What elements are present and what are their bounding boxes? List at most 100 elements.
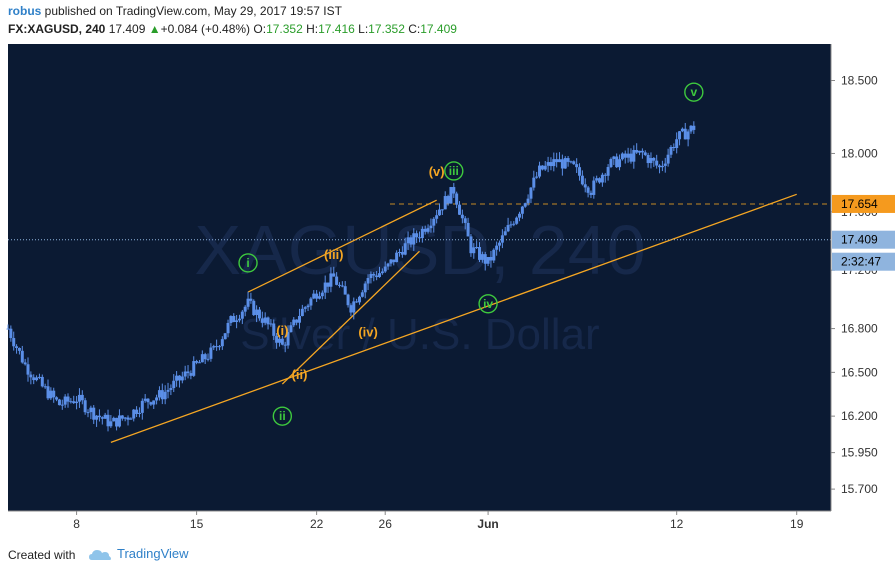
- candle[interactable]: [57, 399, 61, 406]
- candle[interactable]: [232, 316, 236, 322]
- candle[interactable]: [652, 158, 656, 161]
- candle[interactable]: [395, 252, 399, 263]
- candle[interactable]: [75, 401, 79, 404]
- candle[interactable]: [435, 215, 439, 219]
- candle[interactable]: [200, 354, 204, 363]
- candle[interactable]: [177, 375, 181, 381]
- candle[interactable]: [335, 276, 339, 285]
- candle[interactable]: [380, 271, 384, 274]
- candle[interactable]: [620, 153, 624, 160]
- candle[interactable]: [632, 149, 636, 162]
- candle[interactable]: [643, 152, 647, 155]
- candle[interactable]: [392, 259, 396, 263]
- candle[interactable]: [412, 233, 416, 245]
- candle[interactable]: [449, 187, 453, 204]
- candle[interactable]: [520, 206, 524, 214]
- candle[interactable]: [120, 415, 124, 419]
- candle[interactable]: [12, 338, 16, 347]
- candle[interactable]: [220, 339, 224, 347]
- candle[interactable]: [37, 376, 41, 378]
- candle[interactable]: [49, 390, 53, 399]
- candle[interactable]: [572, 161, 576, 165]
- candle[interactable]: [400, 252, 404, 255]
- candle[interactable]: [466, 222, 470, 237]
- candle[interactable]: [72, 401, 76, 404]
- candle[interactable]: [612, 156, 616, 159]
- candle[interactable]: [355, 301, 359, 303]
- candle[interactable]: [263, 317, 267, 323]
- candle[interactable]: [15, 346, 19, 348]
- candle[interactable]: [309, 298, 313, 306]
- candle[interactable]: [46, 386, 50, 399]
- candle[interactable]: [266, 317, 270, 325]
- candle[interactable]: [157, 390, 161, 398]
- candle[interactable]: [409, 237, 413, 245]
- candle[interactable]: [418, 237, 421, 239]
- candle[interactable]: [137, 412, 141, 414]
- candle[interactable]: [240, 311, 244, 319]
- candle[interactable]: [303, 307, 307, 309]
- candle[interactable]: [680, 128, 684, 132]
- candle[interactable]: [272, 323, 276, 336]
- candle[interactable]: [640, 150, 644, 153]
- candle[interactable]: [289, 325, 293, 333]
- candle[interactable]: [558, 159, 562, 163]
- candle[interactable]: [626, 153, 630, 158]
- candle[interactable]: [566, 158, 570, 162]
- candle[interactable]: [32, 377, 36, 381]
- candle[interactable]: [295, 319, 299, 323]
- candle[interactable]: [646, 154, 650, 164]
- candle[interactable]: [292, 319, 296, 326]
- candle[interactable]: [446, 196, 450, 204]
- candle[interactable]: [480, 254, 484, 260]
- candle[interactable]: [243, 306, 247, 312]
- candle[interactable]: [152, 400, 156, 405]
- candle[interactable]: [60, 404, 64, 406]
- candle[interactable]: [129, 418, 133, 420]
- candle[interactable]: [252, 300, 256, 316]
- candle[interactable]: [246, 298, 250, 307]
- candle[interactable]: [475, 247, 479, 249]
- candle[interactable]: [183, 371, 187, 377]
- candle[interactable]: [560, 159, 564, 169]
- candle[interactable]: [526, 198, 530, 204]
- candle[interactable]: [397, 252, 401, 254]
- candle[interactable]: [126, 417, 130, 420]
- candle[interactable]: [163, 391, 167, 400]
- candle[interactable]: [603, 174, 607, 176]
- candle[interactable]: [140, 400, 144, 413]
- candle[interactable]: [97, 415, 101, 418]
- candle[interactable]: [503, 231, 507, 236]
- candle[interactable]: [166, 389, 170, 392]
- candle[interactable]: [297, 315, 301, 323]
- candle[interactable]: [529, 187, 533, 199]
- candle[interactable]: [606, 167, 610, 176]
- candle[interactable]: [209, 347, 213, 359]
- candle[interactable]: [229, 316, 233, 323]
- symbol-name[interactable]: FX:XAGUSD, 240: [8, 22, 106, 36]
- candle[interactable]: [52, 390, 56, 398]
- candle[interactable]: [257, 309, 261, 319]
- trend-line[interactable]: [110, 193, 797, 444]
- candle[interactable]: [440, 209, 444, 211]
- candle[interactable]: [260, 318, 264, 323]
- candle[interactable]: [569, 161, 573, 163]
- candle[interactable]: [377, 273, 381, 278]
- candle[interactable]: [415, 233, 419, 238]
- candle[interactable]: [586, 187, 590, 193]
- candle[interactable]: [106, 414, 110, 427]
- candle[interactable]: [546, 162, 550, 166]
- candle[interactable]: [43, 386, 47, 388]
- candle[interactable]: [237, 318, 241, 321]
- candle[interactable]: [115, 417, 119, 427]
- candle[interactable]: [580, 175, 584, 185]
- candle[interactable]: [317, 296, 321, 299]
- candle[interactable]: [683, 128, 687, 140]
- candle[interactable]: [360, 292, 364, 297]
- candle[interactable]: [352, 301, 356, 313]
- candle[interactable]: [555, 159, 559, 163]
- candle[interactable]: [180, 376, 184, 381]
- y-axis-panel[interactable]: [831, 44, 896, 511]
- candle[interactable]: [123, 417, 127, 419]
- candle[interactable]: [320, 292, 324, 297]
